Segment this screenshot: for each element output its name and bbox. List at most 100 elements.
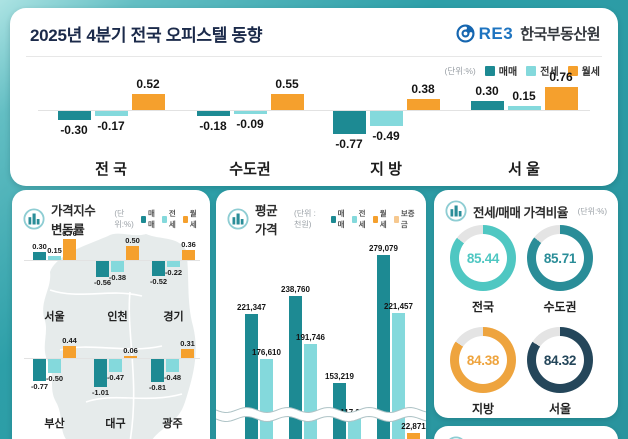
panel-legend: 매매 전세 월세 보증금: [330, 208, 415, 230]
legend-label: 매매: [147, 209, 155, 229]
value-label: 0.55: [275, 76, 299, 91]
bar-sale: [152, 261, 165, 276]
value-label: 176,610: [252, 347, 281, 357]
donut-label: 지방: [471, 402, 495, 416]
bar-sale: [151, 359, 164, 382]
donut-value: 85.44: [466, 250, 500, 266]
region-label: 부산: [44, 418, 65, 430]
avg-price-chart: 221,347176,610238,760191,746153,219117,3…: [216, 190, 426, 439]
bar-jeonse: [348, 418, 361, 439]
legend-label: 전세: [168, 209, 176, 229]
value-label: -0.38: [108, 272, 127, 282]
value-label: 0.76: [62, 228, 77, 238]
bar-sale: [196, 111, 230, 117]
bar-wolse: [182, 249, 195, 260]
region-label: 경기: [163, 311, 184, 323]
value-label: 0.31: [180, 339, 195, 349]
legend-item-sale: 매매: [141, 208, 157, 230]
bar-sale: [57, 111, 91, 120]
header-card: 2025년 4분기 전국 오피스텔 동향 RE3 한국부동산원 (단위:%) 매…: [10, 8, 618, 186]
value-label: 0.52: [136, 77, 160, 92]
reb-swirl-icon: [456, 24, 475, 43]
legend-swatch-jeonse: [526, 65, 537, 76]
value-label: -0.48: [163, 373, 182, 383]
panel-unit: (단위:%): [114, 209, 134, 229]
legend-label: 매매: [498, 67, 518, 78]
ratio-panel: 전세/매매 가격비율 (단위:%) 85.44 전국 85.71 수도권 84.38 지방…: [434, 190, 618, 418]
value-label: 0.06: [123, 346, 138, 356]
bar-sale: [470, 101, 504, 110]
bar-sale: [96, 261, 109, 277]
panel-title: 전세/매매 가격비율: [473, 205, 568, 220]
category-label: 서 울: [508, 161, 540, 178]
value-label: 0.15: [512, 88, 536, 103]
category-label: 수도권: [229, 161, 271, 178]
region-mini-charts: 0.30 0.15 0.76 서울 -0.56 -0.38 0.50 인천 -0.52 -0.22…: [12, 190, 210, 439]
donut-hole: [536, 234, 584, 282]
value-label: 279,079: [369, 244, 398, 253]
bar-jeonse: [166, 359, 179, 373]
value-label: -0.81: [148, 382, 167, 392]
legend-label: 전세: [358, 209, 366, 229]
region-label: 인천: [107, 311, 128, 323]
bar-jeonse: [392, 313, 405, 439]
value-label: 22,871: [401, 422, 426, 431]
value-label: 221,457: [384, 302, 413, 312]
donut-hole: [536, 336, 584, 384]
value-label: 0.76: [549, 70, 573, 85]
value-label: -0.50: [45, 374, 64, 383]
header-divider: [26, 56, 602, 57]
region-label: 광주: [162, 418, 183, 430]
donut-hole: [459, 336, 507, 384]
donut-value: 85.71: [543, 250, 577, 266]
value-label: -0.22: [164, 268, 183, 278]
legend-swatch-sale: [330, 215, 336, 223]
category-label: 전 국: [95, 161, 127, 178]
national-trend-chart: 전 국 -0.30 -0.17 0.52 수도권 -0.18 -0.09 0.55 지 방 -0.…: [10, 8, 618, 186]
legend-item-wolse: 월세: [373, 208, 389, 230]
buildings-icon: [23, 208, 45, 230]
bar-wolse: [63, 345, 76, 358]
bar-wolse: [63, 238, 76, 260]
region-label: 대구: [105, 418, 126, 430]
org-name: 한국부동산원: [520, 26, 600, 43]
bar-wolse: [407, 433, 420, 439]
panel-header: 전월세 전환율 (단위:%): [434, 426, 618, 439]
legend-item-sale: 매매: [330, 208, 347, 230]
value-label: -0.49: [372, 128, 400, 143]
legend-item-jeonse: 전세: [351, 208, 368, 230]
value-label: -0.09: [236, 116, 264, 131]
legend-label: 월세: [581, 67, 600, 78]
panel-header: 가격지수 변동률 (단위:%) 매매 전세 월세: [12, 190, 210, 238]
axis-break-wave: [216, 406, 426, 423]
category-label: 지 방: [370, 161, 402, 178]
panel-title: 가격지수 변동률: [51, 204, 96, 237]
value-label: 153,219: [325, 371, 354, 381]
top-chart-legend: (단위:%) 매매 전세 월세: [445, 63, 600, 78]
value-label: 0.30: [475, 84, 499, 98]
value-label: -0.56: [93, 277, 112, 287]
donut-hole: [459, 234, 507, 282]
value-label: -0.77: [335, 137, 363, 152]
bar-jeonse: [111, 261, 124, 272]
bar-wolse: [124, 356, 137, 358]
bar-sale: [33, 359, 46, 381]
value-label: -0.18: [199, 119, 227, 134]
bar-jeonse: [507, 105, 541, 110]
value-label: 238,760: [281, 284, 310, 294]
bar-sale: [332, 111, 366, 135]
panel-unit: (단위:%): [577, 206, 607, 216]
bar-wolse: [181, 349, 194, 358]
value-label: 221,347: [237, 302, 266, 312]
bar-jeonse: [369, 111, 403, 126]
donut-전국: 85.44: [450, 225, 516, 291]
value-label: 0.44: [62, 335, 77, 345]
bar-wolse: [544, 87, 578, 110]
legend-label: 보증금: [400, 209, 415, 229]
price-index-panel: 가격지수 변동률 (단위:%) 매매 전세 월세 0.30 0.15 0.76 서울 -0.…: [12, 190, 210, 439]
value-label: -0.47: [106, 373, 125, 383]
legend-item-jeonse: 전세: [162, 208, 178, 230]
legend-items: 매매 전세 월세: [484, 63, 600, 78]
reb-logo: RE3 한국부동산원: [456, 23, 600, 44]
donut-label: 서울: [548, 402, 572, 416]
